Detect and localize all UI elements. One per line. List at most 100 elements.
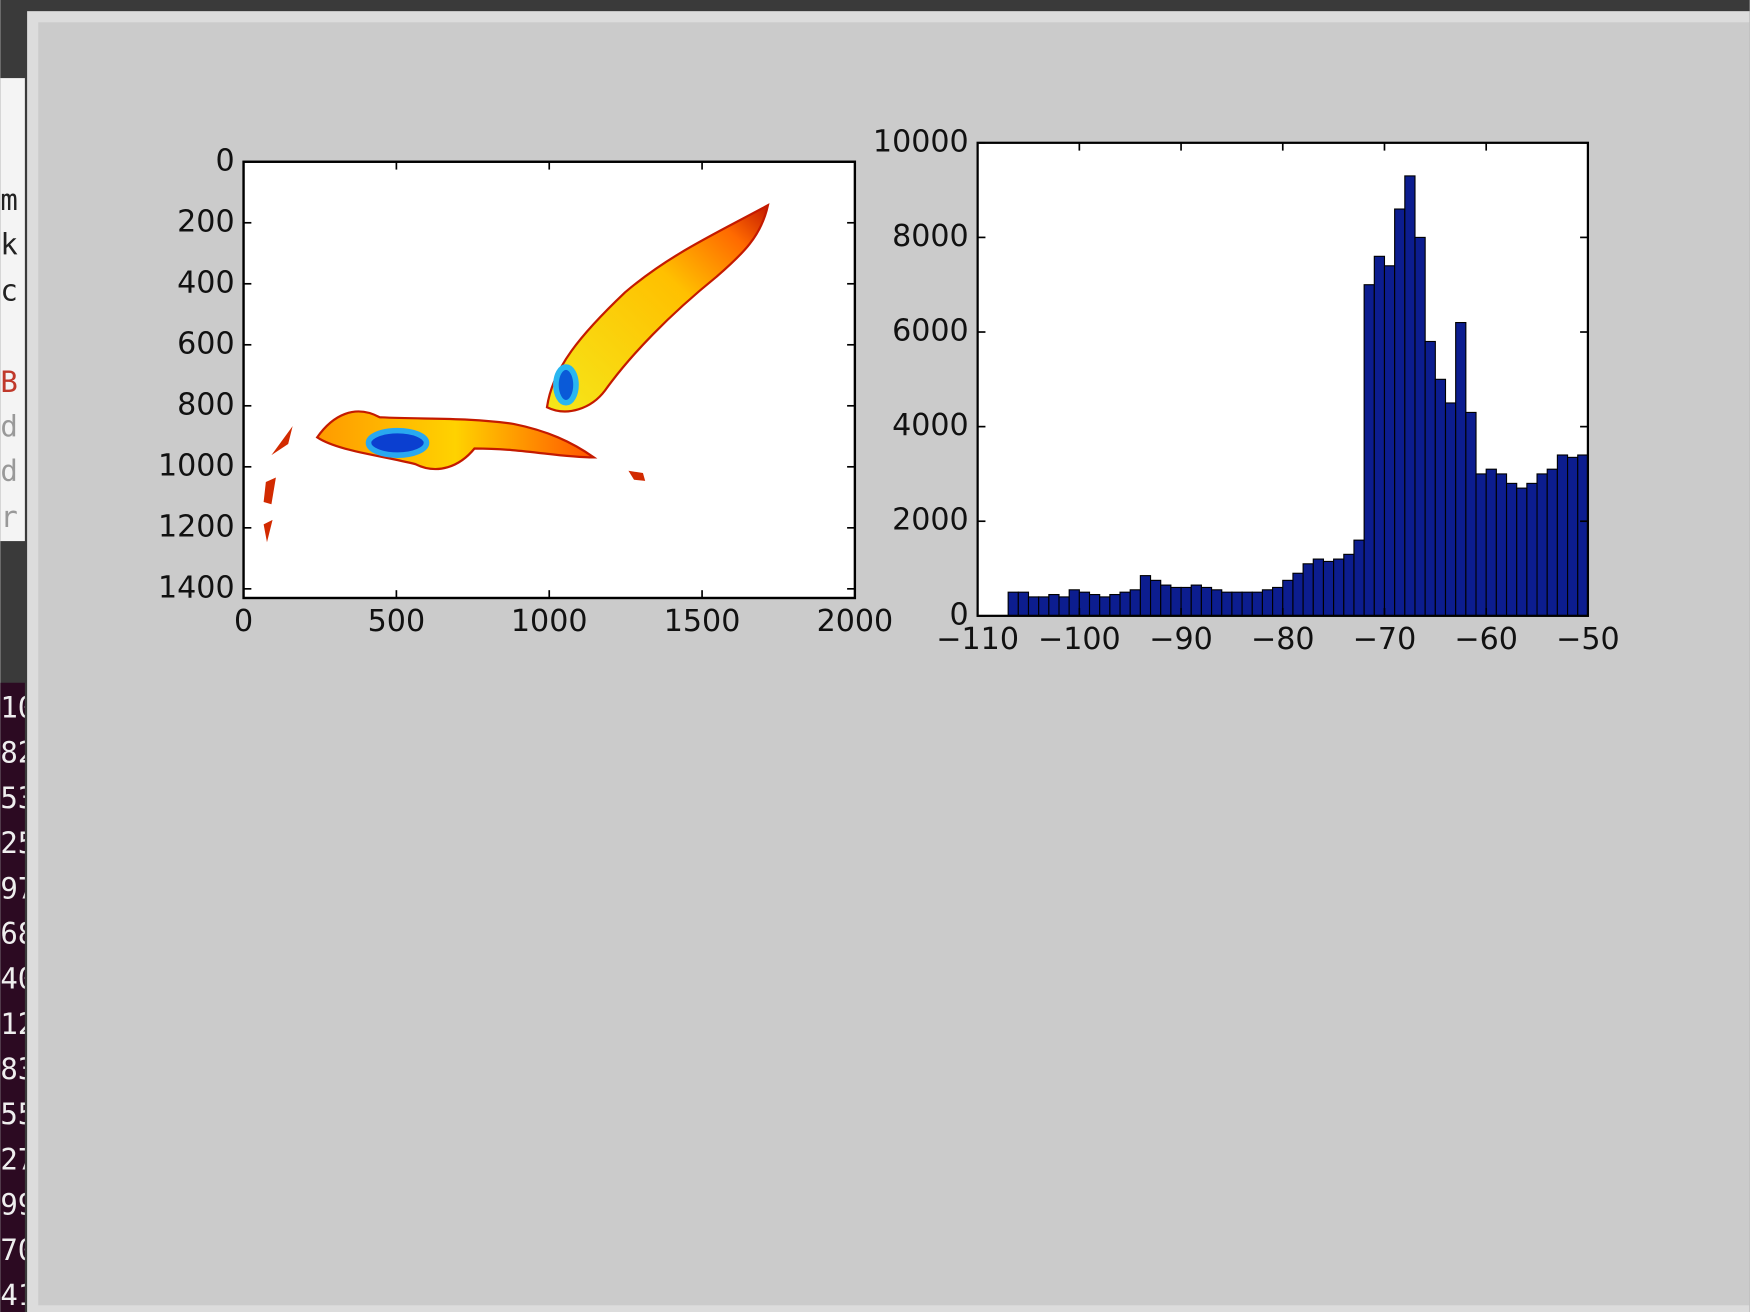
editor-strip <box>0 78 25 542</box>
blob <box>545 203 770 413</box>
y-tick-label: 1400 <box>158 570 235 605</box>
bar <box>1170 586 1182 617</box>
x-tick-label: 1000 <box>511 604 588 639</box>
bar <box>1414 236 1426 617</box>
bar <box>1099 596 1111 617</box>
bar <box>1068 589 1080 617</box>
bar <box>1566 456 1579 617</box>
bar <box>1434 378 1447 617</box>
y-tick-label: 200 <box>177 204 234 239</box>
x-tick-label: −70 <box>1353 622 1417 657</box>
bar <box>1048 593 1060 617</box>
terminal-text: 83 <box>0 1052 35 1086</box>
bar <box>1088 593 1101 617</box>
bar <box>1505 482 1518 617</box>
terminal-text: 40 <box>0 962 35 996</box>
y-tick-label: 600 <box>177 326 234 361</box>
editor-text: d <box>0 409 17 443</box>
bar <box>1353 539 1365 617</box>
terminal-text: 41 <box>0 1278 35 1312</box>
bar <box>1556 454 1569 617</box>
bar <box>1292 572 1304 617</box>
bar <box>1373 255 1386 617</box>
editor-text: c <box>0 273 17 307</box>
bar <box>1261 589 1274 617</box>
terminal-text: 55 <box>0 1097 35 1131</box>
bar <box>1475 473 1487 617</box>
bar <box>1007 591 1019 617</box>
terminal-text: 53 <box>0 781 35 815</box>
bar <box>1272 586 1284 617</box>
bar <box>1485 468 1497 617</box>
bar <box>1027 596 1040 617</box>
terminal-text: 12 <box>0 1007 35 1041</box>
x-tick-label: −60 <box>1454 622 1518 657</box>
bar <box>1516 487 1528 617</box>
y-tick-label: 1000 <box>158 448 235 483</box>
bar <box>1526 482 1538 617</box>
editor-text: r <box>0 500 17 534</box>
image-axes: 0 500 1000 1500 2000 0 200 400 600 800 1000 1200 140… <box>158 143 893 639</box>
bar <box>1241 591 1253 617</box>
y-tick-label: 0 <box>215 143 234 178</box>
editor-text: d <box>0 454 17 488</box>
terminal-text: 27 <box>0 1142 35 1176</box>
y-tick-label: 4000 <box>892 408 969 443</box>
y-tick-label: 6000 <box>892 314 969 349</box>
bar <box>1017 591 1030 617</box>
terminal-text: 68 <box>0 916 35 950</box>
bar <box>1190 584 1202 617</box>
y-tick-label: 400 <box>177 265 234 300</box>
bar <box>1119 591 1131 617</box>
bar <box>1424 340 1436 617</box>
bar <box>1312 558 1325 617</box>
y-tick-label: 8000 <box>892 219 969 254</box>
x-tick-label: 2000 <box>817 604 894 639</box>
bar <box>1038 596 1050 617</box>
terminal-text: 25 <box>0 826 35 860</box>
y-tick-label: 10000 <box>873 124 969 159</box>
bar <box>1546 468 1558 617</box>
bar <box>1455 321 1467 617</box>
bar <box>1149 579 1162 617</box>
y-tick-label: 2000 <box>892 503 969 538</box>
bar <box>1465 411 1477 617</box>
bar <box>1302 563 1314 617</box>
terminal-text: 70 <box>0 1233 35 1267</box>
bar <box>1444 402 1457 617</box>
x-tick-label: 500 <box>368 604 425 639</box>
bar <box>1333 558 1345 617</box>
bar <box>1160 584 1172 617</box>
bar <box>1139 575 1152 617</box>
bar <box>1404 175 1416 617</box>
bar <box>1200 586 1213 617</box>
y-tick-label: 800 <box>177 387 234 422</box>
blob-core <box>553 364 579 406</box>
x-tick-label: −100 <box>1038 622 1121 657</box>
y-tick-label: 1200 <box>158 509 235 544</box>
bar <box>1322 560 1335 617</box>
y-tick-label: 0 <box>950 597 969 632</box>
x-tick-label: 1500 <box>664 604 741 639</box>
bar <box>1078 591 1091 617</box>
bar <box>1129 589 1141 617</box>
bar <box>1109 593 1121 617</box>
bar <box>1231 591 1243 617</box>
x-tick-label: −110 <box>936 622 1019 657</box>
histogram-axes: −110 −100 −90 −80 −70 −60 −50 0 2000 4000 6000 8000… <box>873 124 1620 657</box>
bar <box>1211 589 1223 617</box>
bar <box>1577 454 1589 617</box>
x-tick-label: −50 <box>1556 622 1620 657</box>
editor-text: m <box>0 183 17 217</box>
terminal-text: 99 <box>0 1188 35 1222</box>
bar <box>1221 591 1233 617</box>
bar <box>1343 553 1355 617</box>
bar <box>1383 265 1396 617</box>
bar <box>1495 473 1508 617</box>
x-tick-label: 0 <box>234 604 253 639</box>
terminal-text: 97 <box>0 871 35 905</box>
x-tick-label: −90 <box>1149 622 1213 657</box>
